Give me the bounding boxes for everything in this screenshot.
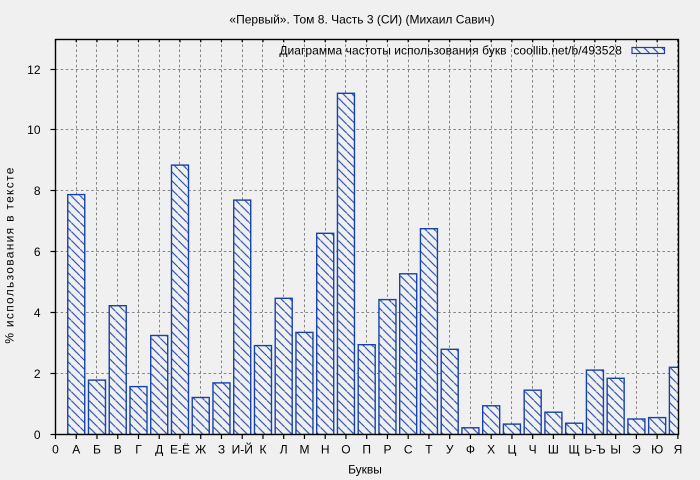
svg-text:З: З [218,443,225,457]
svg-text:Ы: Ы [610,443,621,457]
svg-text:Буквы: Буквы [348,463,382,477]
svg-text:С: С [404,443,413,457]
svg-text:Я: Я [674,443,683,457]
svg-text:Н: Н [321,443,330,457]
svg-text:Т: Т [425,443,433,457]
svg-text:Ш: Ш [548,443,559,457]
svg-text:0: 0 [34,428,41,442]
svg-text:6: 6 [34,245,41,259]
svg-text:И-Й: И-Й [232,442,253,457]
svg-text:Л: Л [280,443,288,457]
svg-text:10: 10 [27,123,41,137]
svg-text:Ь-Ъ: Ь-Ъ [584,443,605,457]
svg-text:М: М [299,443,309,457]
svg-text:Ю: Ю [651,443,663,457]
svg-text:Б: Б [93,443,101,457]
svg-text:4: 4 [34,306,41,320]
svg-text:Ф: Ф [466,443,475,457]
svg-text:«Первый». Том 8. Часть 3 (СИ): «Первый». Том 8. Часть 3 (СИ) (Михаил Са… [229,13,494,27]
svg-text:% использования в тексте: % использования в тексте [3,166,17,343]
svg-text:Ч: Ч [529,443,537,457]
svg-text:У: У [446,443,454,457]
svg-text:О: О [341,443,350,457]
svg-text:Диаграмма частоты использовани: Диаграмма частоты использования букв coo… [279,44,622,58]
svg-text:Г: Г [135,443,142,457]
svg-text:Щ: Щ [569,443,580,457]
svg-text:П: П [362,443,371,457]
svg-text:Ж: Ж [195,443,206,457]
svg-text:Х: Х [487,443,495,457]
svg-text:К: К [259,443,266,457]
svg-text:8: 8 [34,184,41,198]
svg-text:0: 0 [52,443,59,457]
svg-text:В: В [114,443,122,457]
svg-text:12: 12 [27,63,41,77]
svg-text:Е-Ё: Е-Ё [170,443,190,457]
svg-text:Р: Р [383,443,391,457]
svg-text:2: 2 [34,367,41,381]
svg-text:Д: Д [155,443,163,457]
svg-text:Ц: Ц [507,443,516,457]
svg-text:Э: Э [632,443,641,457]
svg-text:А: А [72,443,80,457]
